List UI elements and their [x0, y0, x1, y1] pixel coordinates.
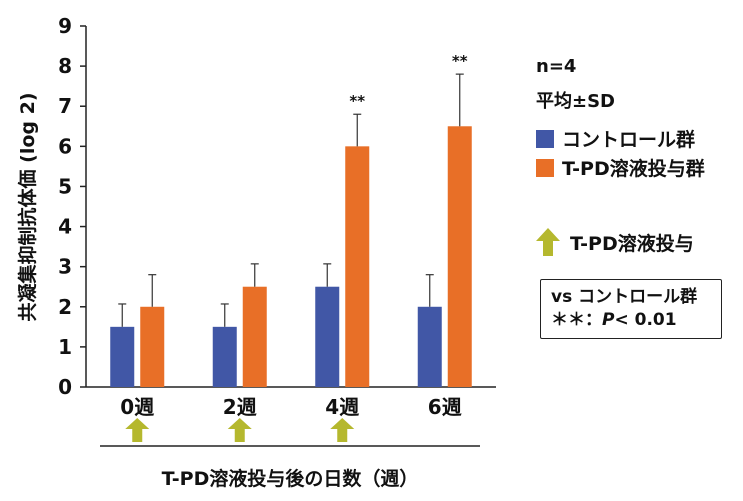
x-tick-label: 2週	[223, 395, 257, 419]
significance-mark: **	[349, 92, 365, 110]
arrow-up-icon	[536, 228, 560, 256]
y-tick-label: 3	[58, 255, 72, 279]
arrow-up-icon	[330, 418, 355, 442]
bar-tpd	[345, 146, 370, 387]
bars: ** **	[110, 52, 472, 388]
bar-control	[110, 326, 135, 387]
y-tick-label: 0	[58, 375, 72, 399]
bar-tpd	[447, 126, 472, 388]
x-axis-labels: 0週 2週 4週 6週	[120, 395, 461, 419]
arrow-up-icon	[227, 418, 252, 442]
stat-label: 平均±SD	[536, 91, 615, 112]
bar-tpd	[140, 306, 165, 387]
bar-tpd	[242, 286, 267, 387]
y-tick-label: 6	[58, 134, 72, 158]
y-tick-label: 1	[58, 335, 72, 359]
dosing-arrows	[125, 418, 355, 442]
significance-mark: **	[452, 52, 468, 70]
y-tick-label: 4	[58, 215, 72, 239]
legend-label-control: コントロール群	[562, 129, 696, 151]
significance-note: vs コントロール群 ＊＊：P< 0.01	[540, 279, 722, 339]
y-tick-label: 9	[58, 14, 72, 38]
p-suffix: < 0.01	[614, 310, 677, 330]
p-symbol: P	[602, 310, 615, 330]
legend-label-dosing: T-PD溶液投与	[570, 232, 694, 255]
bar-control	[417, 306, 442, 387]
x-axis-title: T-PD溶液投与後の日数（週）	[162, 467, 419, 490]
bar-control	[315, 286, 340, 387]
x-tick-label: 6週	[428, 395, 462, 419]
legend-item-dosing: T-PD溶液投与	[536, 228, 694, 256]
p-value-label: ＊＊：P< 0.01	[551, 309, 711, 332]
vs-label: vs コントロール群	[551, 287, 698, 307]
y-tick-label: 7	[58, 94, 72, 118]
y-axis-title: 共凝集抑制抗体価 (log 2)	[16, 93, 39, 322]
x-tick-label: 4週	[325, 395, 359, 419]
y-tick-label: 5	[58, 174, 72, 198]
y-tick-label: 8	[58, 54, 72, 78]
x-tick-label: 0週	[120, 395, 154, 419]
legend-swatch-tpd	[536, 158, 554, 177]
y-tick-label: 2	[58, 295, 72, 319]
p-prefix: ＊＊：	[551, 310, 602, 330]
legend-label-tpd: T-PD溶液投与群	[562, 158, 705, 180]
legend-item-tpd: T-PD溶液投与群	[536, 154, 705, 181]
legend-item-control: コントロール群	[536, 125, 695, 152]
arrow-up-icon	[125, 418, 150, 442]
legend-swatch-control	[536, 129, 554, 148]
bar-control	[212, 326, 237, 387]
sample-size: n=4	[536, 56, 577, 77]
